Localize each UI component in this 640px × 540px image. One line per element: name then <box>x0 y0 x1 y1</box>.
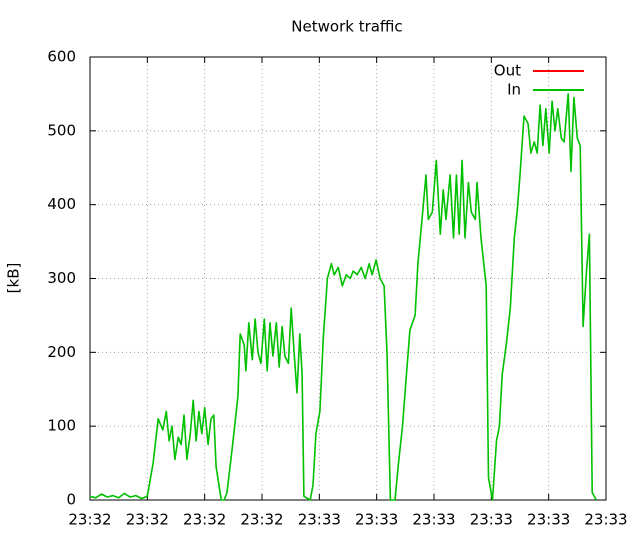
x-tick-label: 23:32 <box>183 511 226 529</box>
y-axis-label: [kB] <box>5 263 23 294</box>
y-tick-label: 600 <box>47 48 76 66</box>
x-tick-label: 23:33 <box>470 511 513 529</box>
x-tick-label: 23:33 <box>584 511 627 529</box>
x-tick-label: 23:32 <box>240 511 283 529</box>
legend-label: Out <box>494 62 521 80</box>
legend-label: In <box>507 81 521 99</box>
y-tick-label: 100 <box>47 417 76 435</box>
y-tick-label: 500 <box>47 121 76 139</box>
y-tick-label: 400 <box>47 195 76 213</box>
plot-border <box>89 56 607 501</box>
chart-title: Network traffic <box>291 18 402 36</box>
y-tick-label: 200 <box>47 343 76 361</box>
x-tick-label: 23:33 <box>527 511 570 529</box>
data-line <box>89 93 597 501</box>
x-tick-label: 23:33 <box>355 511 398 529</box>
x-tick-label: 23:33 <box>412 511 455 529</box>
x-tick-label: 23:33 <box>298 511 341 529</box>
y-tick-label: 300 <box>47 269 76 287</box>
y-tick-label: 0 <box>66 491 76 509</box>
x-tick-label: 23:32 <box>68 511 111 529</box>
x-tick-label: 23:32 <box>126 511 169 529</box>
